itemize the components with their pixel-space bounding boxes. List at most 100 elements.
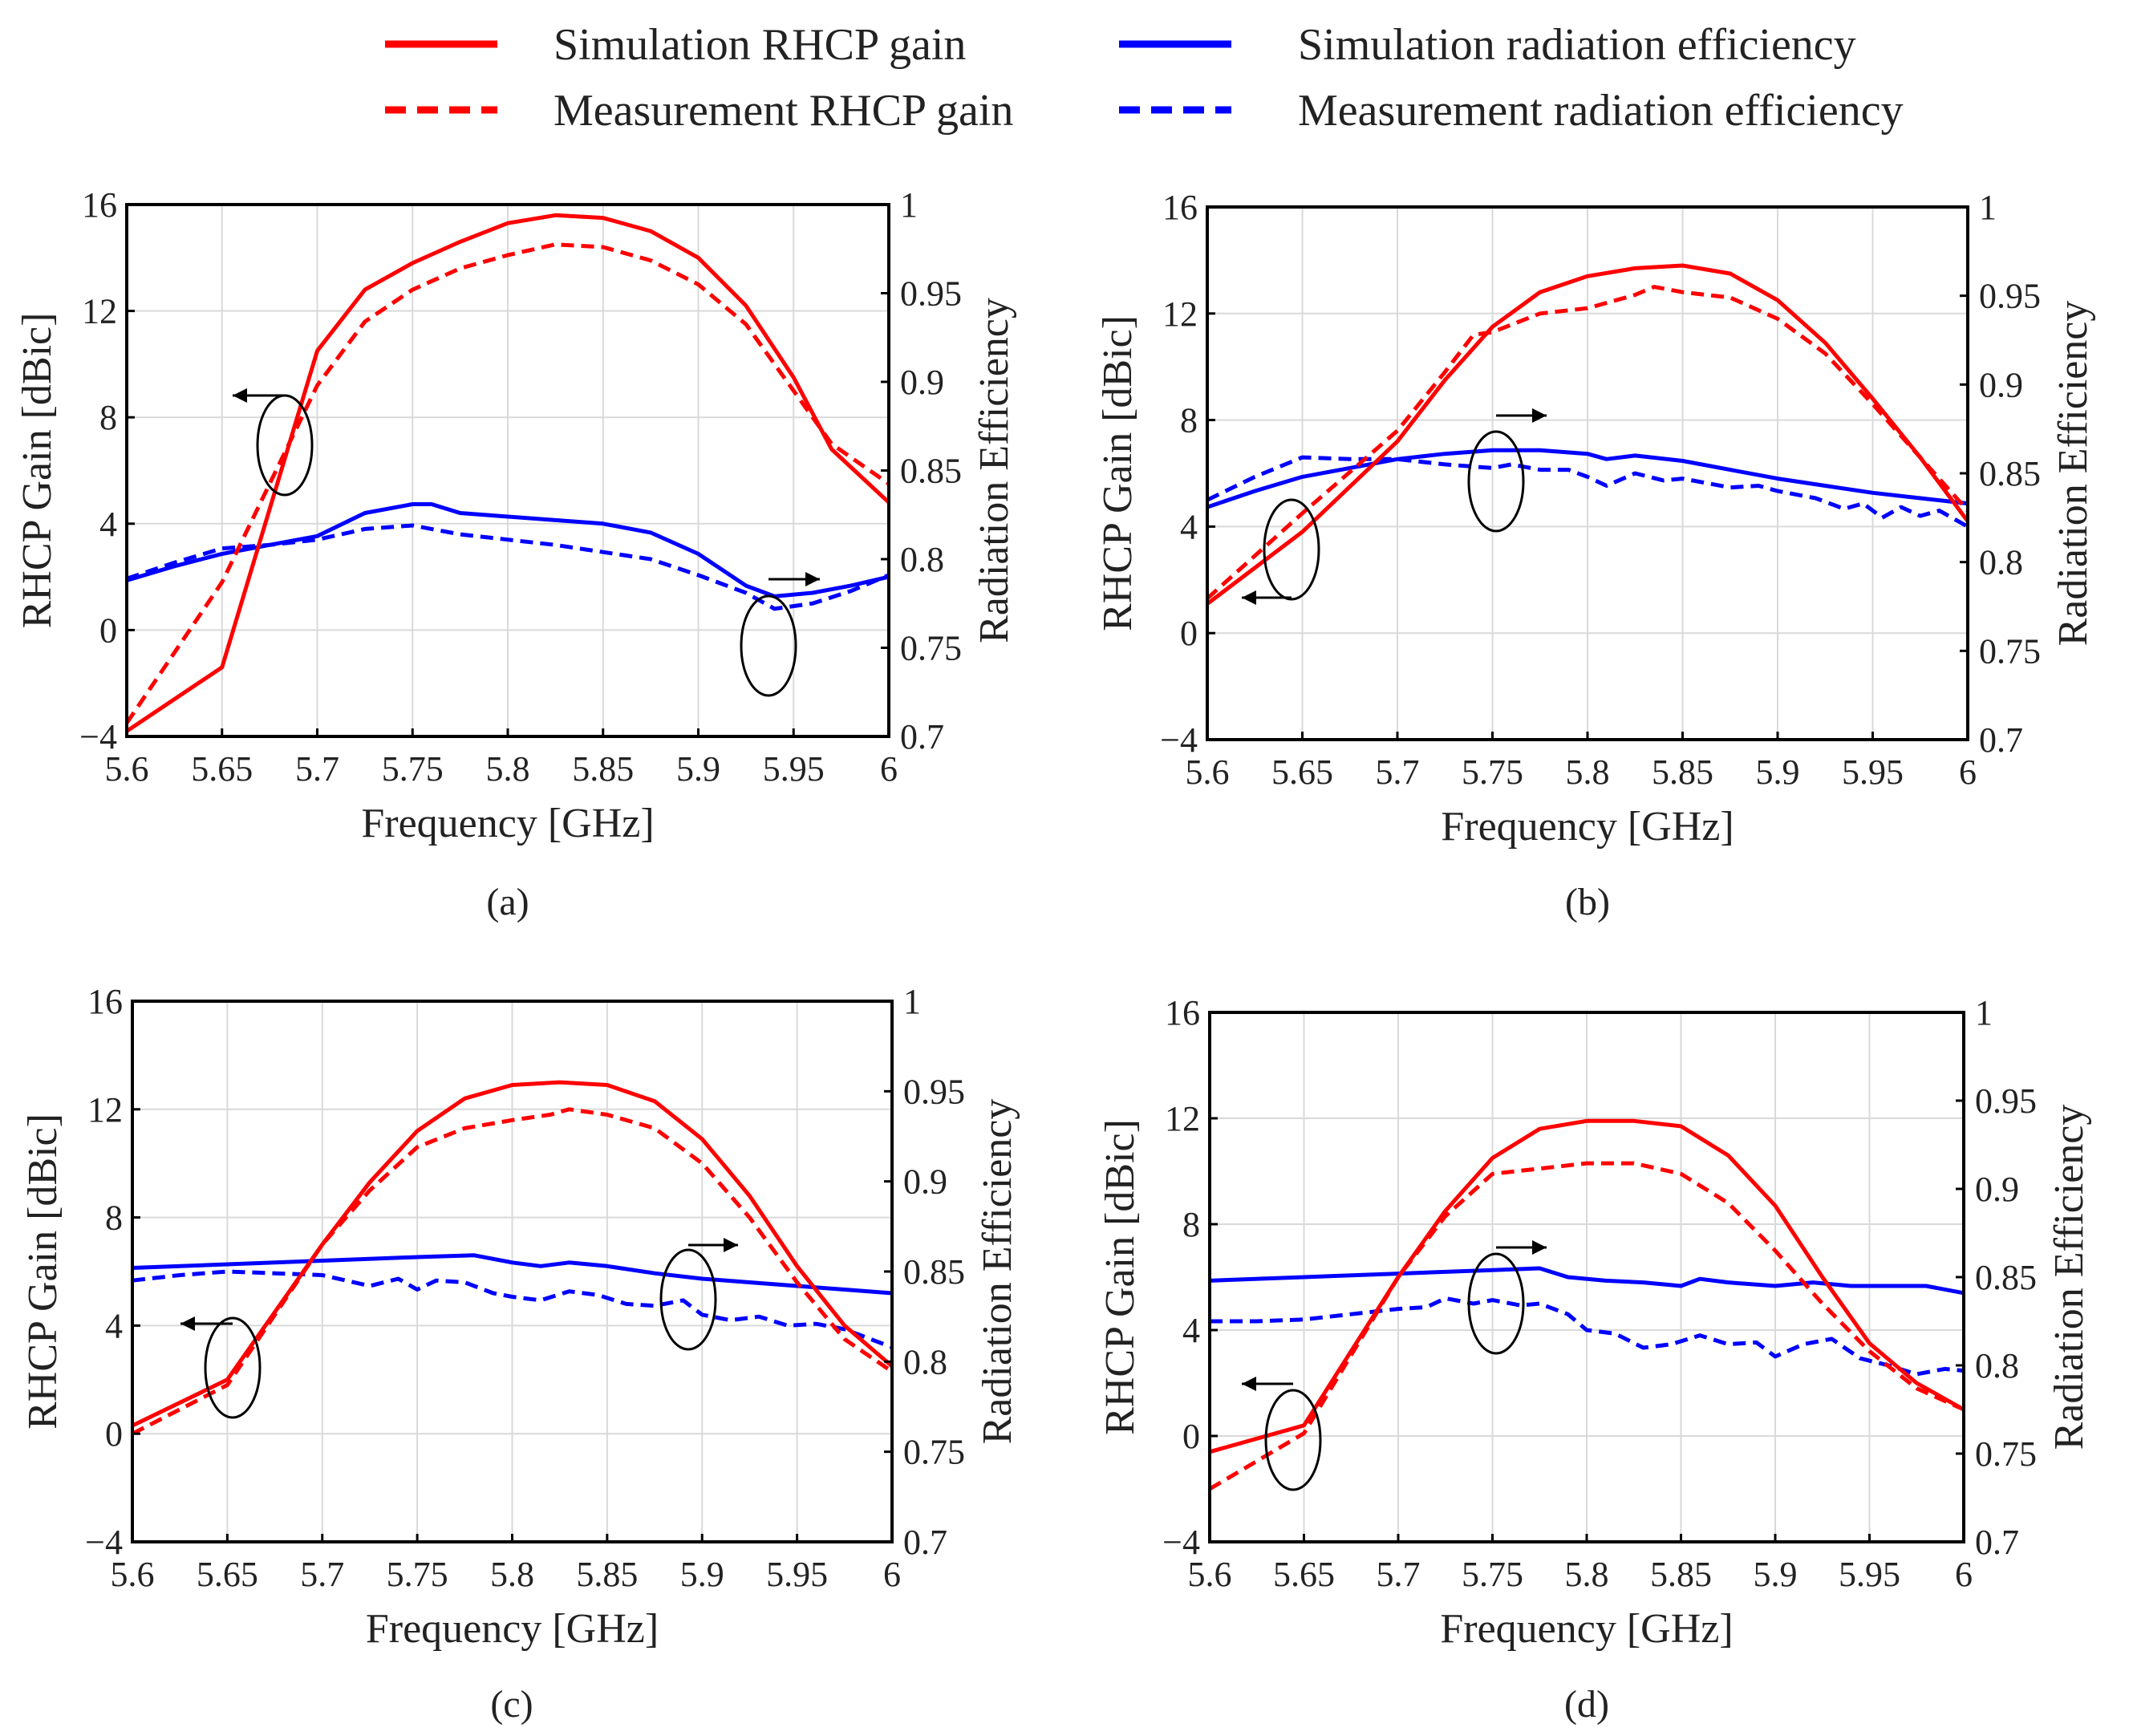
- indicator-ellipse: [740, 594, 797, 697]
- y-left-tick-label: −4: [1162, 1523, 1200, 1562]
- y-right-tick-label: 1: [903, 982, 921, 1021]
- axis-indicator-left-icon: [233, 388, 314, 497]
- x-tick-label: 5.7: [1377, 1555, 1421, 1594]
- panel-caption: (b): [1565, 881, 1610, 923]
- series-simulation-radiation-efficiency: [1209, 1266, 1965, 1296]
- y-left-tick-label: 4: [99, 505, 117, 544]
- axis-indicator-right-icon: [740, 572, 820, 697]
- y-right-tick-label: 0.75: [1979, 631, 2041, 671]
- y-left-tick-label: 0: [99, 610, 117, 650]
- y-right-tick-label: 0.75: [1975, 1434, 2037, 1474]
- x-tick-label: 6: [1959, 752, 1977, 792]
- y-right-tick-label: 0.9: [1979, 365, 2023, 404]
- panel-c: 5.6 5.65 5.7 5.75 5.8 5.85 5.9 5.95 6 −4 0 4 8 12 16 0.…: [20, 982, 1020, 1726]
- panel-a: 5.6 5.65 5.7 5.75 5.8 5.85 5.9 5.95 6 −4 0 4 8 12 16 0.…: [14, 185, 1017, 923]
- x-tick-label: 5.8: [486, 749, 530, 789]
- y-right-tick-label: 0.95: [1979, 277, 2041, 316]
- y-right-tick-label: 0.8: [900, 540, 944, 579]
- legend-label-meas-gain: Measurement RHCP gain: [554, 86, 1013, 136]
- y-right-tick-label: 0.7: [1979, 720, 2023, 760]
- legend-entry-sim-eff: Simulation radiation efficiency: [1119, 20, 1856, 70]
- legend-entry-sim-gain: Simulation RHCP gain: [385, 20, 966, 70]
- legend-label-meas-eff: Measurement radiation efficiency: [1298, 86, 1904, 136]
- y-left-tick-label: 12: [1162, 294, 1198, 334]
- x-tick-label: 5.85: [572, 749, 634, 789]
- y-left-axis-label: RHCP Gain [dBic]: [1095, 315, 1141, 631]
- y-right-tick-label: 0.85: [1975, 1258, 2037, 1297]
- x-tick-label: 6: [883, 1555, 901, 1594]
- y-right-tick-label: 0.95: [1975, 1081, 2037, 1121]
- x-axis-label: Frequency [GHz]: [366, 1606, 659, 1652]
- series-simulation-rhcp-gain: [1209, 1118, 1965, 1454]
- y-right-tick-label: 0.9: [903, 1162, 947, 1202]
- series-measurement-rhcp-gain: [1208, 1161, 1965, 1491]
- x-tick-label: 5.9: [1754, 1555, 1798, 1594]
- legend: Simulation RHCP gain Simulation radiatio…: [385, 20, 1904, 136]
- axis-indicator-left-icon: [1242, 1377, 1322, 1491]
- axis-indicator-right-icon: [659, 1238, 738, 1351]
- indicator-ellipse: [1467, 1252, 1525, 1355]
- y-left-tick-label: 16: [1165, 993, 1200, 1032]
- legend-label-sim-eff: Simulation radiation efficiency: [1298, 20, 1856, 70]
- y-right-tick-label: 0.95: [900, 274, 962, 314]
- y-right-tick-label: 0.75: [903, 1433, 965, 1472]
- y-left-tick-label: 16: [1162, 188, 1198, 227]
- x-tick-label: 5.75: [387, 1555, 448, 1594]
- y-right-tick-label: 1: [1975, 993, 1993, 1032]
- panel-caption: (c): [490, 1683, 533, 1726]
- series-simulation-radiation-efficiency: [1206, 448, 1969, 509]
- y-left-axis-label: RHCP Gain [dBic]: [1097, 1119, 1143, 1435]
- x-axis-label: Frequency [GHz]: [361, 801, 654, 846]
- indicator-ellipse: [204, 1316, 262, 1419]
- indicator-arrow-head: [1532, 408, 1547, 423]
- series-measurement-radiation-efficiency: [126, 523, 890, 611]
- y-right-tick-label: 0.9: [1975, 1170, 2019, 1209]
- y-right-tick-label: 1: [1979, 188, 1997, 227]
- x-tick-label: 5.65: [191, 749, 253, 789]
- panel-caption: (a): [486, 881, 529, 923]
- y-left-tick-label: 0: [105, 1414, 123, 1454]
- y-right-tick-label: 0.8: [903, 1342, 947, 1381]
- x-tick-label: 5.75: [1462, 752, 1523, 792]
- series-measurement-radiation-efficiency: [1210, 1296, 1965, 1377]
- y-left-tick-label: −4: [79, 717, 117, 756]
- y-right-axis-label: Radiation Efficiency: [2050, 301, 2096, 647]
- y-left-tick-label: 16: [82, 185, 117, 225]
- y-left-tick-label: 0: [1182, 1417, 1200, 1456]
- y-right-tick-label: 0.9: [900, 363, 944, 402]
- panel-caption: (d): [1564, 1683, 1609, 1726]
- y-right-tick-label: 0.8: [1979, 543, 2023, 582]
- y-right-tick-label: 0.85: [1979, 454, 2041, 493]
- y-left-tick-label: −4: [85, 1523, 123, 1562]
- indicator-ellipse: [659, 1248, 717, 1351]
- x-tick-label: 5.7: [300, 1555, 344, 1594]
- x-tick-label: 5.85: [1650, 1555, 1712, 1594]
- axis-indicator-right-icon: [1467, 408, 1547, 533]
- legend-label-sim-gain: Simulation RHCP gain: [554, 20, 966, 70]
- x-tick-label: 5.9: [1756, 752, 1800, 792]
- x-tick-label: 5.7: [1376, 752, 1420, 792]
- x-tick-label: 6: [880, 749, 898, 789]
- y-left-axis-label: RHCP Gain [dBic]: [20, 1113, 66, 1430]
- y-left-tick-label: 12: [87, 1090, 123, 1130]
- indicator-ellipse: [1263, 498, 1320, 601]
- x-tick-label: 5.7: [295, 749, 339, 789]
- indicator-arrow-head: [1532, 1240, 1547, 1255]
- y-right-tick-label: 0.8: [1975, 1346, 2019, 1385]
- y-right-tick-label: 0.7: [900, 717, 944, 756]
- x-tick-label: 5.75: [1462, 1555, 1523, 1594]
- y-left-axis-label: RHCP Gain [dBic]: [14, 313, 60, 629]
- x-tick-label: 5.9: [676, 749, 720, 789]
- y-right-tick-label: 0.7: [1975, 1523, 2019, 1562]
- x-tick-label: 5.6: [1186, 752, 1230, 792]
- x-tick-label: 5.65: [197, 1555, 258, 1594]
- y-left-tick-label: 4: [105, 1306, 123, 1345]
- x-tick-label: 5.95: [766, 1555, 828, 1594]
- x-axis-label: Frequency [GHz]: [1440, 1606, 1733, 1652]
- series-simulation-rhcp-gain: [1206, 263, 1970, 606]
- x-tick-label: 5.95: [1839, 1555, 1900, 1594]
- legend-entry-meas-gain: Measurement RHCP gain: [385, 86, 1013, 136]
- y-right-tick-label: 0.95: [903, 1072, 965, 1111]
